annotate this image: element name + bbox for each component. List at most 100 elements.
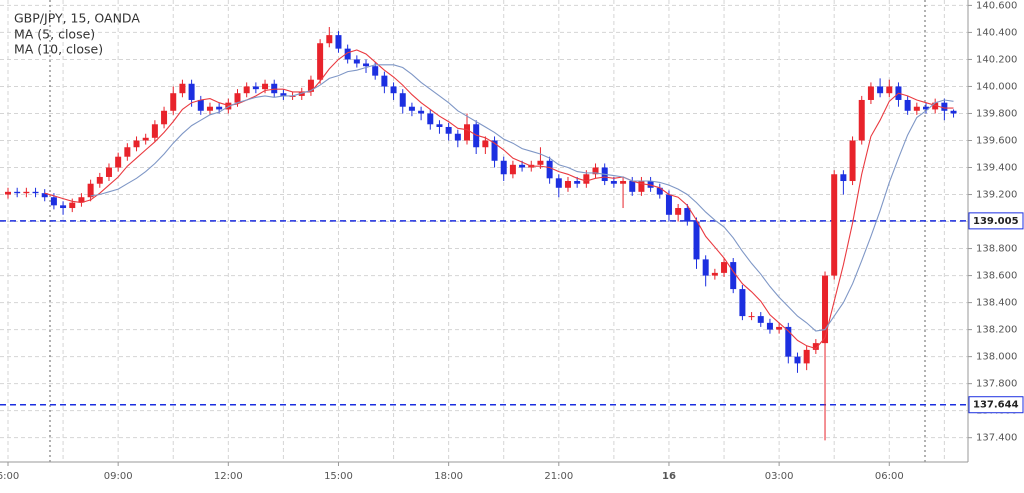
x-tick-label: 06:00 bbox=[875, 471, 904, 482]
candle-body bbox=[445, 126, 452, 134]
candle-body bbox=[335, 35, 342, 49]
y-tick-label: 138.800 bbox=[976, 244, 1017, 255]
candle-body bbox=[14, 191, 21, 194]
candle-body bbox=[418, 110, 425, 114]
y-tick-label: 137.400 bbox=[976, 433, 1017, 444]
candle-body bbox=[32, 191, 39, 194]
x-tick-label: 6:00 bbox=[0, 471, 19, 482]
candle-body bbox=[225, 102, 232, 110]
candle-body bbox=[5, 191, 11, 195]
candle-body bbox=[684, 208, 691, 222]
candle-body bbox=[583, 174, 590, 184]
candle-body bbox=[381, 75, 388, 87]
candle-body bbox=[675, 208, 682, 215]
candle-body bbox=[509, 164, 516, 175]
candle-body bbox=[867, 86, 874, 100]
candle-body bbox=[179, 83, 186, 94]
candle-body bbox=[546, 160, 553, 179]
candle-body bbox=[702, 259, 709, 276]
candle-body bbox=[757, 316, 764, 323]
candle-body bbox=[812, 343, 819, 350]
candle-body bbox=[133, 140, 140, 148]
y-tick-label: 140.400 bbox=[976, 27, 1017, 38]
y-tick-label: 140.000 bbox=[976, 81, 1017, 92]
candle-body bbox=[950, 110, 957, 114]
x-tick-label: 09:00 bbox=[104, 471, 133, 482]
candle-body bbox=[693, 221, 700, 260]
y-tick-label: 139.800 bbox=[976, 108, 1017, 119]
candle-body bbox=[326, 35, 333, 44]
candle-body bbox=[197, 99, 204, 111]
candle-body bbox=[124, 147, 131, 157]
price-label: 139.005 bbox=[973, 216, 1019, 227]
y-tick-label: 139.600 bbox=[976, 135, 1017, 146]
candle-body bbox=[436, 124, 443, 127]
x-tick-label: 16 bbox=[662, 471, 676, 482]
candle-body bbox=[574, 181, 581, 184]
candle-body bbox=[390, 86, 397, 94]
candle-body bbox=[564, 181, 571, 188]
candle-body bbox=[234, 93, 241, 103]
x-tick-label: 18:00 bbox=[434, 471, 463, 482]
candle-body bbox=[216, 106, 223, 110]
candle-body bbox=[822, 275, 829, 344]
candle-body bbox=[803, 349, 810, 364]
candle-body bbox=[500, 160, 507, 175]
candle-body bbox=[96, 176, 103, 184]
candle-body bbox=[785, 326, 792, 357]
candle-body bbox=[739, 289, 746, 317]
candle-body bbox=[317, 43, 324, 80]
candle-body bbox=[60, 205, 67, 209]
candle-body bbox=[923, 106, 929, 110]
candle-body bbox=[537, 160, 544, 165]
candle-body bbox=[858, 99, 865, 141]
candle-body bbox=[776, 326, 783, 330]
legend-entry: MA (10, close) bbox=[14, 42, 103, 57]
price-label-box bbox=[968, 396, 1024, 414]
candle-body bbox=[408, 106, 415, 111]
x-tick-label: 21:00 bbox=[544, 471, 573, 482]
moving-average-line bbox=[44, 49, 954, 350]
grid bbox=[0, 0, 968, 462]
y-tick-label: 139.400 bbox=[976, 163, 1017, 174]
candle-body bbox=[115, 156, 122, 168]
candle-body bbox=[913, 106, 920, 111]
candle-body bbox=[555, 178, 562, 188]
candle-body bbox=[252, 86, 259, 90]
candle-body bbox=[620, 181, 627, 184]
candle-body bbox=[629, 181, 636, 192]
candle-body bbox=[721, 262, 728, 273]
y-tick-label: 137.800 bbox=[976, 379, 1017, 390]
candle-body bbox=[161, 110, 168, 125]
candle-body bbox=[307, 79, 314, 92]
y-tick-label: 138.400 bbox=[976, 298, 1017, 309]
candle-body bbox=[730, 262, 737, 290]
candle-body bbox=[78, 197, 85, 203]
candle-body bbox=[482, 140, 489, 148]
candle-body bbox=[344, 48, 351, 60]
candle-body bbox=[711, 272, 718, 276]
candle-body bbox=[151, 124, 158, 138]
candle-body bbox=[519, 164, 526, 168]
candle-body bbox=[904, 99, 911, 111]
candle-body bbox=[50, 197, 57, 206]
candle-body bbox=[886, 86, 893, 94]
chart-title: GBP/JPY, 15, OANDA bbox=[14, 11, 140, 26]
candle-body bbox=[473, 124, 480, 148]
candle-body bbox=[271, 83, 278, 94]
candle-body bbox=[87, 183, 94, 198]
candle-body bbox=[41, 193, 48, 198]
candle-body bbox=[298, 91, 305, 96]
candle-body bbox=[665, 194, 672, 215]
candle-body bbox=[105, 167, 112, 177]
candle-body bbox=[206, 106, 213, 111]
candle-body bbox=[932, 102, 939, 110]
moving-average-line bbox=[90, 64, 954, 332]
x-tick-label: 03:00 bbox=[765, 471, 794, 482]
candle-body bbox=[464, 124, 470, 141]
candle-body bbox=[849, 140, 856, 182]
candle-body bbox=[363, 63, 370, 67]
candle-body bbox=[840, 174, 847, 182]
candle-body bbox=[142, 137, 149, 141]
